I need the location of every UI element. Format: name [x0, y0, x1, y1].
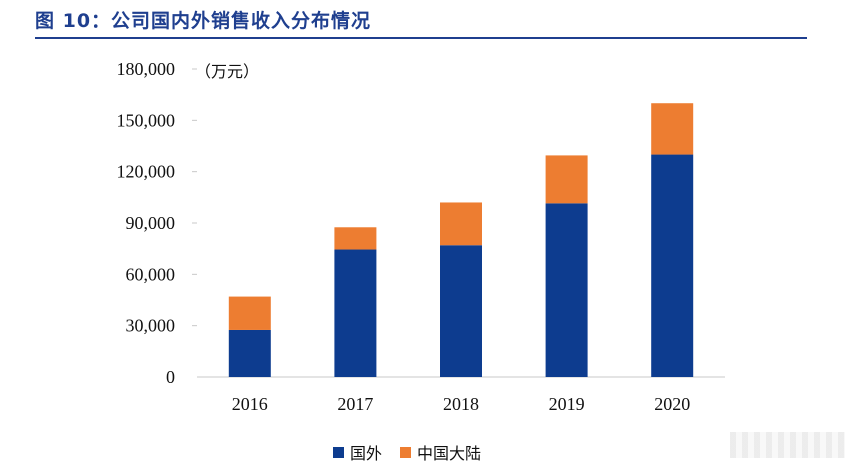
bar-overseas-2017 [334, 249, 377, 377]
legend: 国外 中国大陆 [333, 440, 499, 464]
x-tick-label: 2019 [549, 394, 585, 414]
x-tick-label: 2020 [654, 394, 690, 414]
legend-item-mainland: 中国大陆 [400, 440, 481, 464]
legend-swatch-overseas [333, 446, 344, 458]
legend-label-overseas: 国外 [350, 444, 383, 463]
x-tick-label: 2018 [443, 394, 479, 414]
y-tick-label: 150,000 [117, 110, 176, 130]
bar-mainland-2016 [228, 296, 271, 330]
y-tick-label: 90,000 [126, 213, 176, 233]
bar-overseas-2019 [545, 203, 588, 377]
y-tick-label: 120,000 [117, 162, 176, 182]
bar-overseas-2020 [651, 154, 694, 377]
watermark [730, 432, 845, 458]
figure-title: 图 10：公司国内外销售收入分布情况 [35, 10, 372, 32]
bar-overseas-2016 [228, 329, 271, 377]
legend-swatch-mainland [400, 446, 412, 458]
y-tick-label: 180,000 [117, 59, 176, 79]
y-tick-label: 60,000 [126, 264, 176, 284]
bar-mainland-2018 [440, 202, 482, 246]
legend-item-overseas: 国外 [333, 440, 382, 464]
bar-mainland-2019 [545, 155, 588, 204]
bar-mainland-2020 [651, 103, 694, 155]
legend-label-mainland: 中国大陆 [417, 444, 482, 463]
title-rule [35, 37, 807, 39]
y-tick-label: 30,000 [126, 316, 176, 336]
y-tick-label: 0 [166, 367, 175, 387]
bar-mainland-2017 [334, 227, 377, 250]
y-axis-unit-label: （万元） [195, 62, 260, 81]
x-tick-label: 2017 [337, 394, 373, 414]
x-tick-label: 2016 [232, 394, 268, 414]
bar-overseas-2018 [440, 245, 482, 377]
